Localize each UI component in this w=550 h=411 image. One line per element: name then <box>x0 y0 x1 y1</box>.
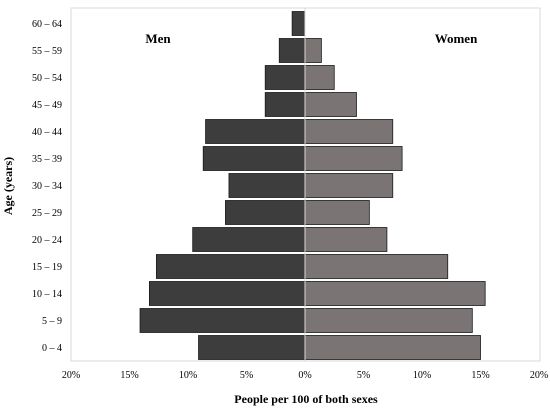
bar-women-12 <box>304 335 481 360</box>
bar-women-5 <box>304 146 403 171</box>
y-axis-title: Age (years) <box>1 157 15 215</box>
y-tick-label-1: 55 – 59 <box>32 46 62 57</box>
y-tick-label-6: 30 – 34 <box>32 181 62 192</box>
x-tick-label-3: 5% <box>240 370 253 381</box>
bar-men-7 <box>225 200 306 225</box>
x-tick-labels: 20% 15% 10% 5% 0% 5% 10% 15% 20% <box>62 370 548 381</box>
bar-women-1 <box>304 38 322 63</box>
y-tick-label-4: 40 – 44 <box>32 127 62 138</box>
bar-men-10 <box>148 281 306 306</box>
bars-group <box>139 11 486 360</box>
bar-men-8 <box>192 227 306 252</box>
x-tick-label-5: 5% <box>357 370 370 381</box>
y-tick-label-7: 25 – 29 <box>32 208 62 219</box>
y-tick-labels: 60 – 64 55 – 59 50 – 54 45 – 49 40 – 44 35 – … <box>32 19 62 354</box>
bar-women-9 <box>304 254 449 279</box>
y-tick-label-0: 60 – 64 <box>32 19 62 30</box>
bar-women-2 <box>304 65 335 90</box>
bar-men-2 <box>264 65 306 90</box>
bar-women-7 <box>304 200 370 225</box>
y-tick-label-8: 20 – 24 <box>32 235 62 246</box>
bar-men-4 <box>205 119 306 144</box>
x-axis-title: People per 100 of both sexes <box>234 392 378 406</box>
bar-women-10 <box>304 281 486 306</box>
y-tick-label-3: 45 – 49 <box>32 100 62 111</box>
y-tick-label-10: 10 – 14 <box>32 289 62 300</box>
y-tick-label-9: 15 – 19 <box>32 262 62 273</box>
x-tick-label-6: 10% <box>413 370 431 381</box>
bar-women-11 <box>304 308 473 333</box>
bar-men-1 <box>278 38 306 63</box>
y-tick-label-5: 35 – 39 <box>32 154 62 165</box>
bar-men-6 <box>228 173 306 198</box>
bar-men-3 <box>264 92 306 117</box>
bar-men-9 <box>156 254 306 279</box>
y-tick-label-12: 0 – 4 <box>42 343 62 354</box>
bar-men-11 <box>139 308 306 333</box>
x-tick-label-7: 15% <box>471 370 489 381</box>
y-tick-label-2: 50 – 54 <box>32 73 62 84</box>
y-tick-label-11: 5 – 9 <box>42 316 62 327</box>
bar-men-0 <box>291 11 306 36</box>
bar-men-12 <box>198 335 306 360</box>
legend-women: Women <box>435 31 478 46</box>
x-tick-label-1: 15% <box>120 370 138 381</box>
x-tick-label-8: 20% <box>530 370 548 381</box>
x-tick-label-4: 0% <box>298 370 311 381</box>
x-tick-label-2: 10% <box>179 370 197 381</box>
legend-men: Men <box>145 31 171 46</box>
bar-women-8 <box>304 227 388 252</box>
x-tick-label-0: 20% <box>62 370 80 381</box>
bar-women-4 <box>304 119 394 144</box>
bar-women-3 <box>304 92 357 117</box>
bar-women-6 <box>304 173 394 198</box>
bar-men-5 <box>202 146 306 171</box>
